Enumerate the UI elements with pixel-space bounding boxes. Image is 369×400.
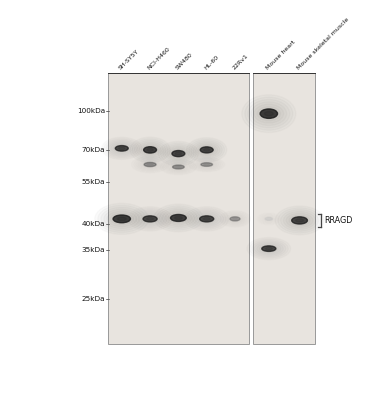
Ellipse shape: [146, 218, 154, 220]
Text: 40kDa: 40kDa: [82, 222, 105, 228]
Text: RRAGD: RRAGD: [324, 216, 352, 225]
Ellipse shape: [260, 109, 277, 118]
Ellipse shape: [265, 112, 273, 116]
Ellipse shape: [203, 148, 210, 151]
Ellipse shape: [173, 165, 184, 169]
Ellipse shape: [147, 148, 153, 151]
Text: 55kDa: 55kDa: [82, 180, 105, 186]
Ellipse shape: [267, 218, 271, 220]
Ellipse shape: [230, 217, 240, 221]
Ellipse shape: [200, 147, 213, 153]
Ellipse shape: [265, 217, 273, 220]
Ellipse shape: [201, 163, 213, 166]
Text: 100kDa: 100kDa: [77, 108, 105, 114]
Ellipse shape: [175, 152, 182, 155]
Ellipse shape: [204, 164, 210, 165]
Bar: [254, 73, 315, 344]
Ellipse shape: [118, 147, 125, 150]
Ellipse shape: [115, 146, 128, 151]
Ellipse shape: [176, 166, 181, 168]
Ellipse shape: [144, 147, 156, 153]
Text: 25kDa: 25kDa: [82, 296, 105, 302]
Text: SW480: SW480: [175, 52, 194, 71]
Bar: [108, 73, 249, 344]
Ellipse shape: [265, 247, 272, 250]
Ellipse shape: [200, 216, 214, 222]
Text: Mouse heart: Mouse heart: [265, 40, 297, 71]
Ellipse shape: [296, 219, 304, 222]
Text: Mouse skeletal muscle: Mouse skeletal muscle: [296, 17, 350, 71]
Ellipse shape: [262, 246, 276, 252]
Ellipse shape: [143, 216, 157, 222]
Text: HL-60: HL-60: [203, 55, 220, 71]
Text: 70kDa: 70kDa: [82, 147, 105, 153]
Ellipse shape: [117, 217, 126, 221]
Ellipse shape: [203, 218, 210, 220]
Ellipse shape: [232, 218, 238, 220]
Text: 22Rv1: 22Rv1: [231, 54, 249, 71]
Text: SH-SY5Y: SH-SY5Y: [118, 49, 141, 71]
Ellipse shape: [170, 214, 186, 222]
Ellipse shape: [113, 215, 131, 223]
Text: NCI-H460: NCI-H460: [146, 46, 171, 71]
Ellipse shape: [147, 164, 153, 166]
Ellipse shape: [292, 217, 307, 224]
Ellipse shape: [175, 216, 182, 220]
Text: 35kDa: 35kDa: [82, 247, 105, 253]
Ellipse shape: [144, 162, 156, 167]
Ellipse shape: [172, 150, 185, 157]
